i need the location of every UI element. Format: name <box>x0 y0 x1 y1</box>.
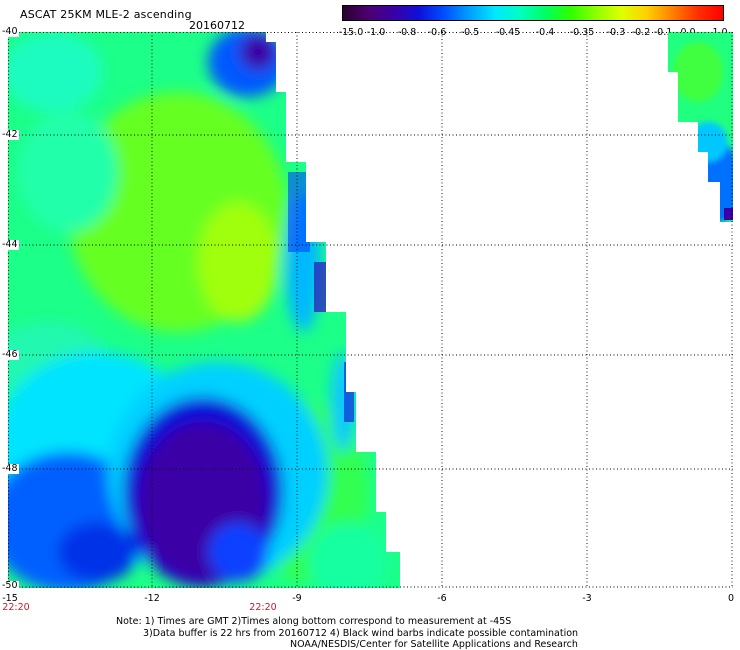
scale-label: -0.2 <box>631 27 651 38</box>
lat-label: -46 <box>1 349 19 360</box>
footnote-credit: NOAA/NESDIS/Center for Satellite Applica… <box>290 639 578 650</box>
wind-data-map <box>8 32 733 588</box>
swath-left <box>8 32 400 588</box>
swath-right <box>668 32 733 222</box>
lat-label: -48 <box>1 463 19 474</box>
footnote-line-1: Note: 1) Times are GMT 2)Times along bot… <box>116 616 512 627</box>
lon-label: -6 <box>437 593 447 604</box>
lon-label: -3 <box>582 593 592 604</box>
footnote-line-2: 3)Data buffer is 22 hrs from 20160712 4)… <box>143 628 579 639</box>
lat-label: -44 <box>1 239 19 250</box>
map-date: 20160712 <box>189 19 245 32</box>
time-label: 22:20 <box>2 602 30 613</box>
color-scale-bar <box>342 5 724 21</box>
lon-label: -15 <box>2 593 18 604</box>
time-label: 22:20 <box>249 602 277 613</box>
scale-label: -0.3 <box>606 27 626 38</box>
lon-label: -12 <box>144 593 160 604</box>
lat-label: -40 <box>1 26 19 37</box>
scale-label: -0.6 <box>427 27 447 38</box>
lat-label: -50 <box>1 580 19 591</box>
lon-label: 0 <box>727 593 735 604</box>
scale-label: -0.45 <box>495 27 521 38</box>
map-title: ASCAT 25KM MLE-2 ascending <box>20 8 192 21</box>
lon-label: -9 <box>292 593 302 604</box>
lat-label: -42 <box>1 129 19 140</box>
scale-label: -0.4 <box>535 27 555 38</box>
